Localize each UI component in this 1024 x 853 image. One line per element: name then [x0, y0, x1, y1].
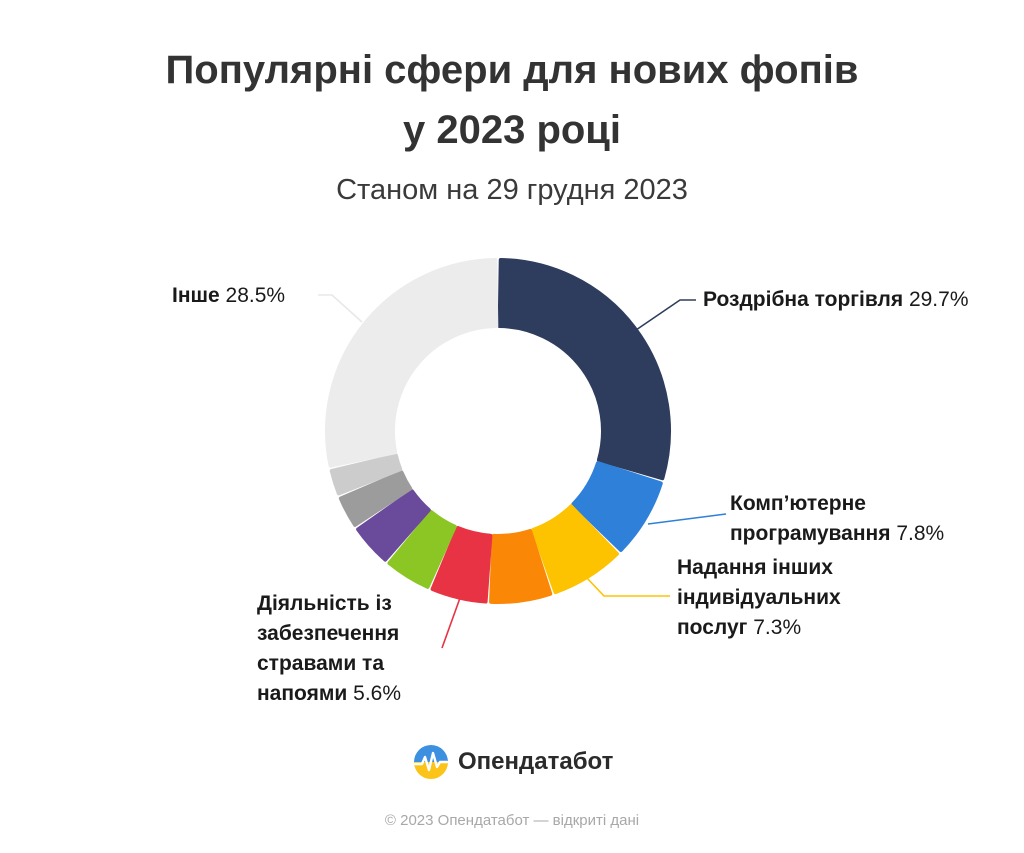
title-line-1: Популярні сфери для нових фопів [165, 48, 859, 92]
label-other-value: 28.5% [225, 284, 286, 307]
label-leader-lines [318, 294, 727, 649]
donut-slice-2 [571, 461, 663, 552]
label-programming-value: 7.8% [896, 522, 945, 545]
label-services-line3: послуг [677, 616, 748, 639]
label-food-line4: напоями [257, 682, 348, 705]
leader-line-retail [635, 299, 696, 331]
donut-slice-9 [329, 453, 403, 496]
leader-line-services [585, 576, 670, 597]
leader-line-programming [647, 513, 727, 525]
label-programming: Комп’ютерне програмування 7.8% [730, 489, 944, 549]
label-programming-line2: програмування [730, 522, 891, 545]
label-services-line1: Надання інших [677, 556, 833, 579]
brand-name: Опендатабот [458, 748, 614, 775]
leader-line-other [318, 294, 363, 323]
label-services-line2: індивідуальних [677, 586, 841, 609]
brand-logo: Опендатабот [412, 742, 613, 782]
label-food-line2: забезпечення [257, 622, 400, 645]
label-other: Інше 28.5% [172, 281, 285, 311]
leader-line-food [441, 597, 461, 649]
chart-title: Популярні сфери для нових фопів у 2023 р… [0, 40, 1024, 160]
label-food-value: 5.6% [353, 682, 402, 705]
label-other-name: Інше [172, 284, 220, 307]
label-services: Надання інших індивідуальних послуг 7.3% [677, 553, 841, 643]
donut-slices [325, 258, 671, 604]
label-retail-name: Роздрібна торгівля [703, 288, 904, 311]
donut-slice-4 [489, 528, 553, 604]
donut-slice-6 [387, 510, 457, 589]
donut-slice-5 [430, 526, 493, 604]
label-food-line3: стравами та [257, 652, 385, 675]
donut-slice-7 [356, 489, 431, 562]
label-food-line1: Діяльність із [257, 592, 392, 615]
donut-slice-10 [325, 258, 499, 468]
label-retail-value: 29.7% [908, 288, 969, 311]
label-retail: Роздрібна торгівля 29.7% [703, 285, 969, 315]
label-programming-line1: Комп’ютерне [730, 492, 866, 515]
title-line-2: у 2023 році [402, 108, 622, 152]
donut-slice-1 [497, 258, 671, 481]
label-food: Діяльність із забезпечення стравами та н… [257, 589, 401, 709]
donut-slice-3 [531, 504, 619, 595]
donut-slice-8 [338, 470, 413, 527]
footer-credit: © 2023 Опендатабот — відкриті дані [384, 812, 640, 829]
chart-subtitle: Станом на 29 грудня 2023 [336, 174, 688, 206]
brand-logo-icon [413, 745, 449, 779]
label-services-value: 7.3% [753, 616, 802, 639]
